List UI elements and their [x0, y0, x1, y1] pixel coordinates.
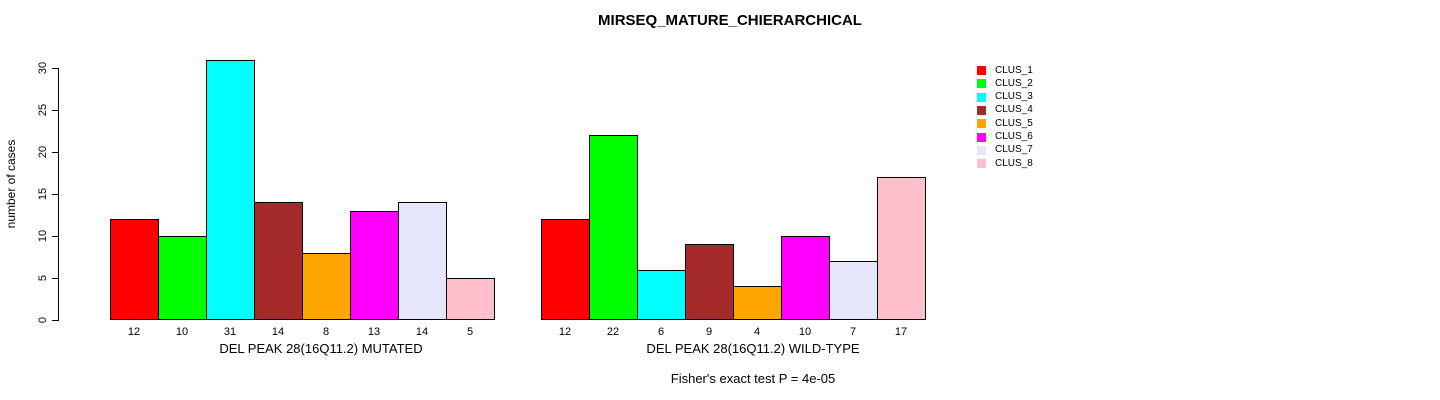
bar-value-label: 8 [322, 326, 330, 338]
y-axis-tick [52, 320, 58, 321]
legend-label-clus_8: CLUS_8 [995, 157, 1033, 169]
y-axis-tick [52, 68, 58, 69]
bar-value-label: 7 [849, 326, 857, 338]
y-axis-tick-label: 30 [37, 61, 49, 75]
bar-clus_5-wildtype [733, 286, 782, 320]
bar-clus_1-wildtype [541, 219, 590, 320]
legend-swatch-clus_5 [977, 119, 986, 129]
legend-swatch-clus_3 [977, 92, 986, 102]
bar-value-label: 17 [894, 326, 908, 338]
y-axis-tick-label: 5 [37, 274, 49, 282]
bar-clus_1-mutated [110, 219, 159, 320]
bar-clus_2-mutated [158, 236, 207, 320]
y-axis-title: number of cases [4, 139, 18, 229]
bar-value-label: 4 [753, 326, 761, 338]
bar-value-label: 14 [415, 326, 429, 338]
bar-clus_3-mutated [206, 60, 255, 320]
bar-clus_8-mutated [446, 278, 495, 320]
y-axis-tick [52, 152, 58, 153]
legend-label-clus_2: CLUS_2 [995, 77, 1033, 89]
bar-clus_6-wildtype [781, 236, 830, 320]
bar-value-label: 22 [606, 326, 620, 338]
legend-label-clus_4: CLUS_4 [995, 104, 1033, 116]
legend-label-clus_7: CLUS_7 [995, 144, 1033, 156]
bar-clus_4-wildtype [685, 244, 734, 320]
bar-clus_6-mutated [350, 211, 399, 320]
y-axis-tick [52, 110, 58, 111]
bar-clus_2-wildtype [589, 135, 638, 320]
bar-clus_4-mutated [254, 202, 303, 320]
bar-clus_5-mutated [302, 253, 351, 320]
y-axis-tick-label: 25 [37, 103, 49, 117]
legend-swatch-clus_4 [977, 105, 986, 115]
x-axis-label-mutated: DEL PEAK 28(16Q11.2) MUTATED [219, 341, 423, 356]
bar-clus_3-wildtype [637, 270, 686, 320]
bar-value-label: 31 [223, 326, 237, 338]
y-axis-line [58, 68, 59, 321]
legend-swatch-clus_6 [977, 132, 986, 142]
legend-swatch-clus_8 [977, 159, 986, 169]
y-axis-tick-label: 0 [37, 316, 49, 324]
y-axis-tick [52, 236, 58, 237]
legend-swatch-clus_7 [977, 145, 986, 155]
legend-label-clus_5: CLUS_5 [995, 117, 1033, 129]
y-axis-tick-label: 15 [37, 187, 49, 201]
legend-label-clus_6: CLUS_6 [995, 131, 1033, 142]
bar-value-label: 14 [271, 326, 285, 338]
bar-value-label: 10 [798, 326, 812, 338]
bar-value-label: 9 [705, 326, 713, 338]
bar-value-label: 12 [558, 326, 572, 338]
bar-value-label: 13 [367, 326, 381, 338]
bar-clus_7-wildtype [829, 261, 878, 320]
legend-label-clus_1: CLUS_1 [995, 64, 1033, 76]
bar-value-label: 6 [657, 326, 665, 338]
x-axis-label-wildtype: DEL PEAK 28(16Q11.2) WILD-TYPE [646, 341, 860, 356]
fisher-test-annotation: Fisher's exact test P = 4e-05 [670, 371, 836, 386]
chart-title: MIRSEQ_MATURE_CHIERARCHICAL [598, 12, 862, 29]
bar-clus_8-wildtype [877, 177, 926, 320]
bar-value-label: 10 [175, 326, 189, 338]
bar-clus_7-mutated [398, 202, 447, 320]
y-axis-tick [52, 278, 58, 279]
bar-value-label: 12 [127, 326, 141, 338]
bar-value-label: 5 [466, 326, 474, 338]
y-axis-tick [52, 194, 58, 195]
legend-swatch-clus_1 [977, 66, 986, 75]
y-axis-tick-label: 20 [37, 145, 49, 159]
legend-label-clus_3: CLUS_3 [995, 91, 1033, 103]
legend-swatch-clus_2 [977, 79, 986, 89]
y-axis-tick-label: 10 [37, 229, 49, 243]
